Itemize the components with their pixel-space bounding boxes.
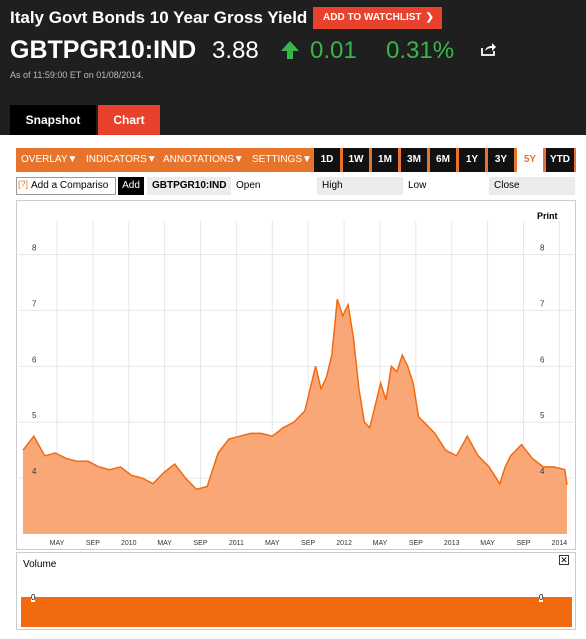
price-change: 0.01 bbox=[310, 37, 357, 64]
x-tick-label: SEP bbox=[86, 540, 100, 547]
compare-row: Add a Compariso [?] Add GBTPGR10:IND Ope… bbox=[16, 176, 576, 196]
print-link[interactable]: Print bbox=[537, 211, 558, 221]
range-3m[interactable]: 3M bbox=[401, 148, 427, 172]
volume-zero-right: 0 bbox=[539, 593, 544, 602]
chevron-right-icon: ❯ bbox=[425, 12, 434, 23]
settings-menu[interactable]: SETTINGS▼ bbox=[252, 154, 312, 165]
as-of-timestamp: As of 11:59:00 ET on 01/08/2014. bbox=[10, 70, 144, 80]
volume-bar bbox=[21, 597, 572, 627]
chart-toolbar: OVERLAY▼ INDICATORS▼ ANNOTATIONS▼ SETTIN… bbox=[16, 148, 576, 172]
x-tick-label: 2013 bbox=[444, 540, 460, 547]
y-tick-label-left: 7 bbox=[32, 299, 37, 308]
volume-zero-left: 0 bbox=[31, 593, 36, 602]
price-chart[interactable]: Print MAY SEP 2010 MAY SEP 2011 MAY SEP 2012 MAY S… bbox=[16, 200, 576, 550]
range-1y[interactable]: 1Y bbox=[459, 148, 485, 172]
y-tick-label-left: 5 bbox=[32, 411, 37, 420]
y-tick-label-right: 5 bbox=[540, 411, 545, 420]
add-to-watchlist-button[interactable]: ADD TO WATCHLIST ❯ bbox=[313, 7, 442, 29]
open-field: Open bbox=[236, 180, 261, 191]
x-tick-label: SEP bbox=[516, 540, 530, 547]
y-tick-label-right: 4 bbox=[540, 467, 545, 476]
symbol-chip: GBTPGR10:IND bbox=[147, 177, 231, 195]
tab-snapshot[interactable]: Snapshot bbox=[10, 105, 96, 135]
range-ytd[interactable]: YTD bbox=[546, 148, 574, 172]
x-tick-label: 2010 bbox=[121, 540, 137, 547]
y-tick-label-right: 8 bbox=[540, 244, 545, 253]
indicators-menu[interactable]: INDICATORS▼ bbox=[86, 154, 157, 165]
ticker-symbol: GBTPGR10:IND bbox=[10, 36, 197, 64]
x-tick-label: MAY bbox=[265, 540, 280, 547]
high-field: High bbox=[317, 177, 403, 195]
chart-svg: MAY SEP 2010 MAY SEP 2011 MAY SEP 2012 MAY SEP 2013… bbox=[19, 221, 573, 547]
y-tick-label-right: 7 bbox=[540, 299, 545, 308]
price-change-percent: 0.31% bbox=[386, 37, 455, 64]
add-compare-button[interactable]: Add bbox=[118, 177, 144, 195]
x-tick-label: MAY bbox=[480, 540, 495, 547]
range-1w[interactable]: 1W bbox=[343, 148, 369, 172]
up-arrow-icon bbox=[281, 41, 299, 59]
annotations-menu[interactable]: ANNOTATIONS▼ bbox=[163, 154, 244, 165]
close-field: Close bbox=[489, 177, 575, 195]
x-tick-label: 2011 bbox=[229, 540, 244, 547]
series-area bbox=[23, 299, 567, 534]
volume-label: Volume bbox=[23, 559, 57, 570]
x-tick-label: SEP bbox=[409, 540, 423, 547]
help-icon[interactable]: [?] bbox=[18, 179, 29, 189]
y-tick-label-left: 8 bbox=[32, 244, 37, 253]
last-price: 3.88 bbox=[212, 37, 259, 64]
range-3y[interactable]: 3Y bbox=[488, 148, 514, 172]
low-field: Low bbox=[408, 180, 427, 191]
tab-chart[interactable]: Chart bbox=[98, 105, 160, 135]
x-tick-label: MAY bbox=[157, 540, 172, 547]
series-line bbox=[22, 298, 568, 491]
x-tick-label: MAY bbox=[373, 540, 388, 547]
close-icon[interactable]: ✕ bbox=[559, 555, 569, 565]
x-tick-label: SEP bbox=[301, 540, 315, 547]
x-tick-label: 2012 bbox=[336, 540, 352, 547]
range-6m[interactable]: 6M bbox=[430, 148, 456, 172]
y-tick-label-left: 4 bbox=[32, 467, 37, 476]
share-icon[interactable] bbox=[481, 42, 497, 56]
range-1m[interactable]: 1M bbox=[372, 148, 398, 172]
compare-input[interactable]: Add a Compariso bbox=[16, 177, 116, 195]
page-title: Italy Govt Bonds 10 Year Gross Yield bbox=[10, 8, 308, 27]
x-tick-label: MAY bbox=[50, 540, 65, 547]
volume-panel: Volume ✕ 0 0 bbox=[16, 552, 576, 630]
quote-header: Italy Govt Bonds 10 Year Gross Yield ADD… bbox=[0, 0, 586, 135]
x-tick-label: 2014 bbox=[552, 540, 568, 547]
x-tick-label: SEP bbox=[194, 540, 208, 547]
range-5y[interactable]: 5Y bbox=[517, 148, 543, 172]
range-1d[interactable]: 1D bbox=[314, 148, 340, 172]
y-tick-label-right: 6 bbox=[540, 355, 545, 364]
overlay-menu[interactable]: OVERLAY▼ bbox=[21, 154, 78, 165]
y-tick-label-left: 6 bbox=[32, 355, 37, 364]
